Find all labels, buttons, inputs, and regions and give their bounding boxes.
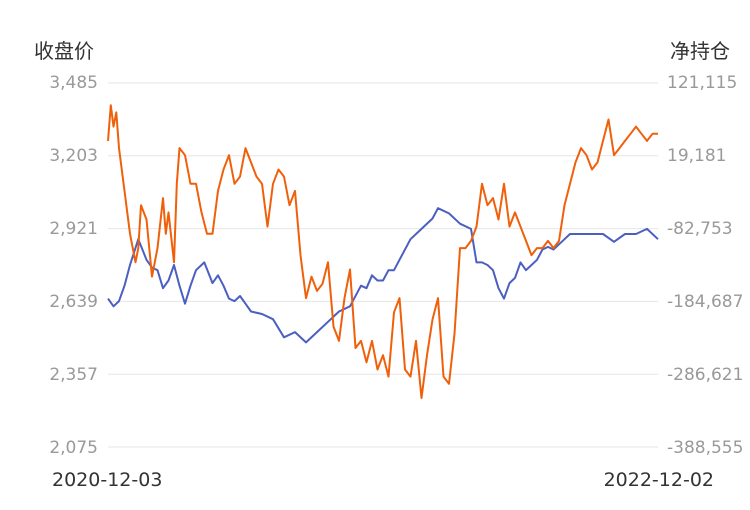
left-tick-label: 2,357 <box>49 365 98 385</box>
left-tick-label: 2,921 <box>49 219 98 239</box>
x-start-date: 2020-12-03 <box>52 469 163 491</box>
left-axis-title: 收盘价 <box>34 39 94 63</box>
left-tick-label: 2,075 <box>49 438 98 458</box>
right-tick-label: -82,753 <box>667 219 733 239</box>
right-tick-label: 19,181 <box>667 146 727 166</box>
series-line-left-axis <box>107 207 659 344</box>
gridlines <box>108 82 658 448</box>
series-layer <box>107 104 659 399</box>
series-line-right-axis <box>107 104 658 399</box>
right-tick-label: -388,555 <box>667 438 744 458</box>
x-end-date: 2022-12-02 <box>603 469 714 491</box>
left-tick-label: 3,485 <box>49 73 98 93</box>
left-tick-label: 3,203 <box>49 146 98 166</box>
right-axis-title: 净持仓 <box>670 39 730 63</box>
left-tick-label: 2,639 <box>49 292 98 312</box>
right-tick-label: 121,115 <box>667 73 738 93</box>
right-tick-label: -286,621 <box>667 365 744 385</box>
right-tick-label: -184,687 <box>667 292 744 312</box>
